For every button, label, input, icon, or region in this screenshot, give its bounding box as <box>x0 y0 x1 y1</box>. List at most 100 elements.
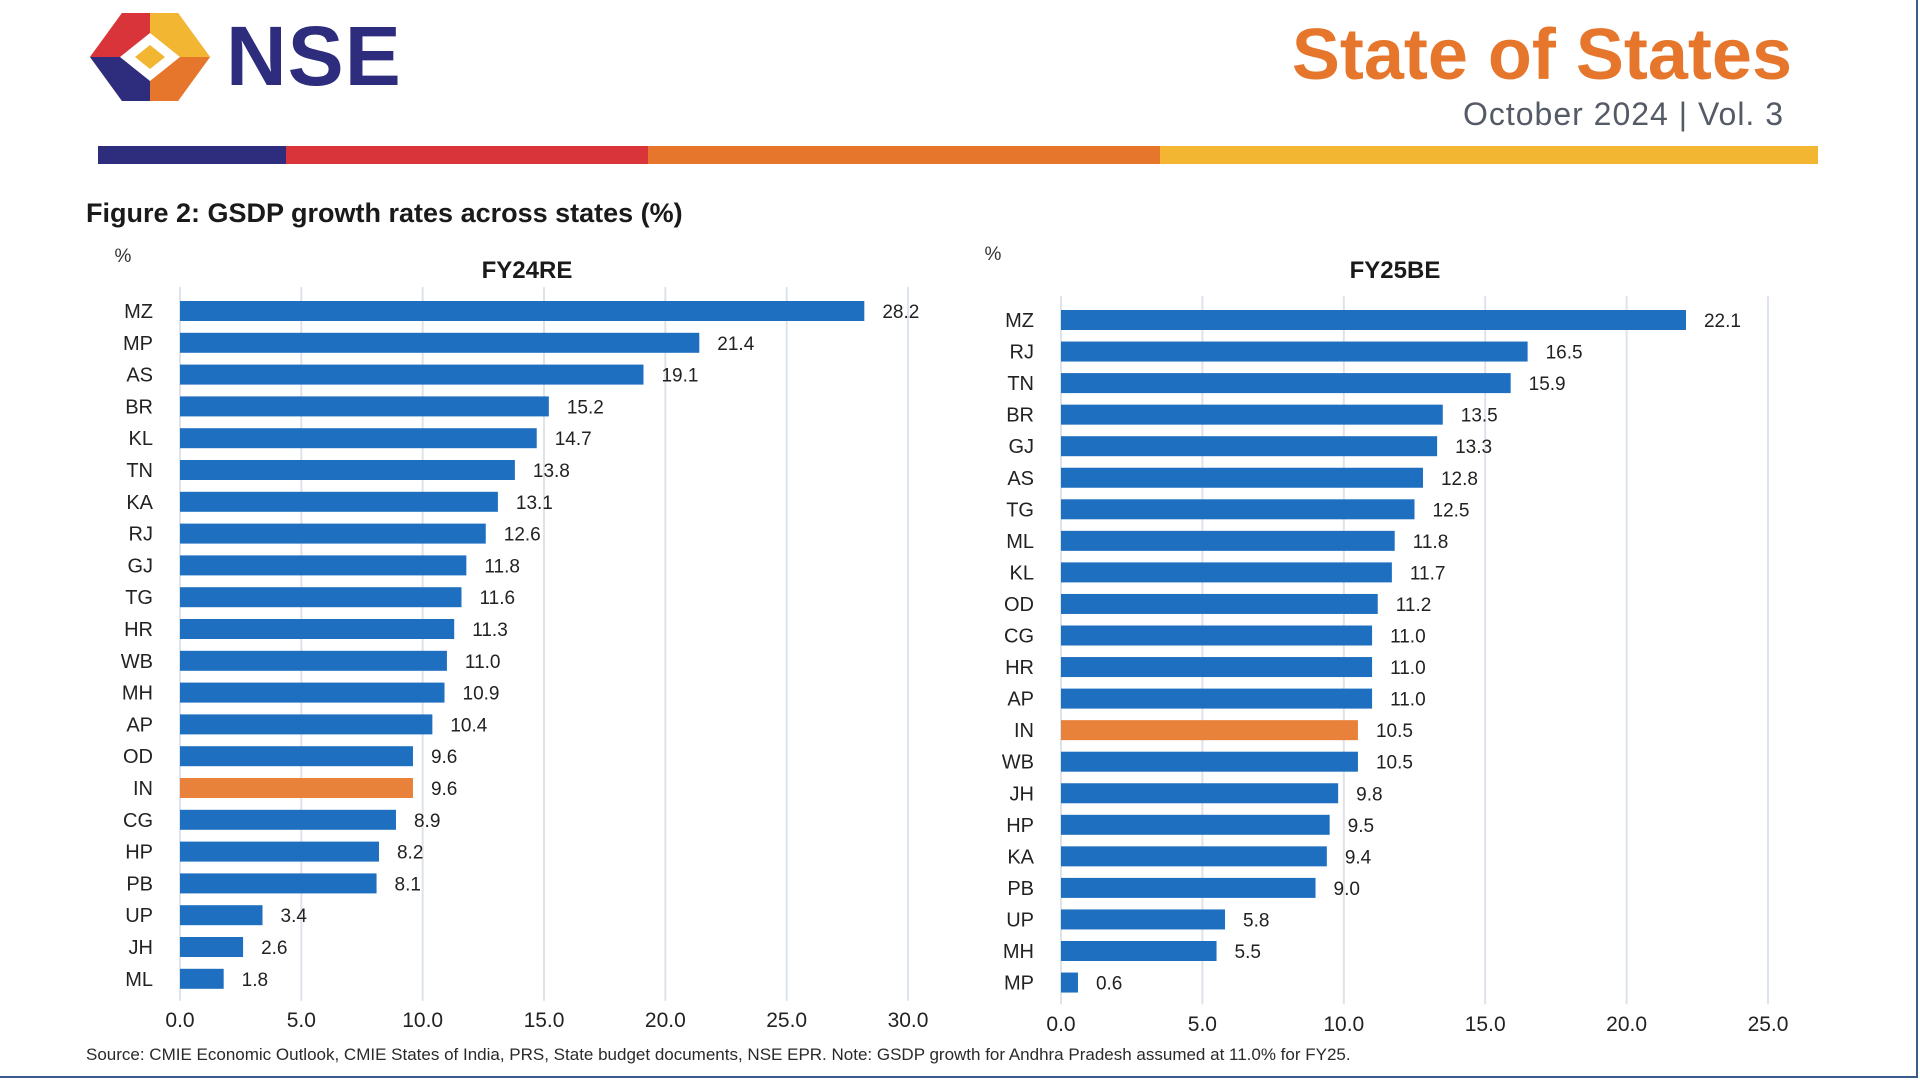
chart-fy25be-value-label: 9.0 <box>1334 879 1360 900</box>
chart-fy25be-bar <box>1061 404 1443 425</box>
logo-text: NSE <box>226 9 402 103</box>
chart-fy24re-category-label: MZ <box>124 301 153 323</box>
chart-fy24re-value-label: 12.6 <box>504 525 541 546</box>
chart-fy24re-bar <box>180 332 700 353</box>
chart-fy24re-x-tick-label: 10.0 <box>402 1009 443 1032</box>
band-segment-red <box>286 146 648 164</box>
chart-fy25be-value-label: 9.4 <box>1345 847 1372 868</box>
chart-fy24re-category-label: JH <box>129 937 153 959</box>
chart-fy24re-value-label: 13.1 <box>516 493 553 514</box>
chart-fy25be-bar <box>1061 783 1339 804</box>
chart-fy24re-unit-label: % <box>115 246 132 267</box>
chart-fy24re-category-label: AP <box>126 714 153 736</box>
chart-fy25be-value-label: 11.2 <box>1396 595 1432 616</box>
nse-logo: NSE <box>88 8 402 105</box>
chart-fy24re-value-label: 13.8 <box>533 461 570 482</box>
report-title: State of States <box>1291 15 1792 95</box>
chart-fy25be-bar <box>1061 657 1373 678</box>
chart-fy24re-value-label: 9.6 <box>431 747 457 768</box>
chart-fy25be-value-label: 10.5 <box>1376 753 1413 774</box>
chart-fy25be-value-label: 9.8 <box>1356 784 1382 805</box>
chart-fy25be-bar <box>1061 972 1078 993</box>
chart-fy25be-category-label: HP <box>1006 815 1034 837</box>
chart-fy24re-title: FY24RE <box>482 257 573 284</box>
chart-fy24re-value-label: 2.6 <box>261 938 287 959</box>
chart-fy25be-value-label: 22.1 <box>1704 311 1741 332</box>
chart-fy25be-bar <box>1061 941 1217 961</box>
chart-fy25be-category-label: ML <box>1006 531 1034 553</box>
chart-fy24re-bar <box>180 873 377 894</box>
chart-fy25be-bar <box>1061 751 1358 772</box>
chart-fy24re-value-label: 10.4 <box>450 715 487 736</box>
report-subtitle: October 2024 | Vol. 3 <box>1462 96 1784 132</box>
chart-fy25be-x-tick-label: 5.0 <box>1188 1013 1217 1036</box>
chart-fy25be-x-tick-label: 15.0 <box>1465 1013 1506 1036</box>
chart-fy25be-bar <box>1061 436 1438 457</box>
chart-fy25be-category-label: JH <box>1010 783 1034 805</box>
chart-fy25be-unit-label: % <box>985 244 1002 265</box>
chart-fy24re-category-label: GJ <box>127 555 153 577</box>
chart-fy24re-category-label: RJ <box>129 524 153 546</box>
source-note: Source: CMIE Economic Outlook, CMIE Stat… <box>86 1045 1351 1064</box>
chart-fy24re-x-tick-label: 15.0 <box>524 1009 565 1032</box>
chart-fy24re-category-label: OD <box>123 746 153 768</box>
chart-fy25be-category-label: HR <box>1005 657 1034 679</box>
figure-title: Figure 2: GSDP growth rates across state… <box>86 198 683 228</box>
chart-fy24re-category-label: MP <box>123 333 153 355</box>
chart-fy25be-category-label: MH <box>1003 941 1034 963</box>
chart-fy25be-value-label: 16.5 <box>1546 343 1583 364</box>
chart-fy24re-category-label: PB <box>126 873 153 895</box>
chart-fy25be-category-label: KL <box>1010 562 1034 584</box>
chart-fy24re-x-tick-label: 30.0 <box>888 1009 929 1032</box>
chart-fy24re-category-label: IN <box>133 778 153 800</box>
chart-fy25be-value-label: 11.8 <box>1413 532 1449 553</box>
chart-fy25be-bar <box>1061 846 1327 867</box>
chart-fy25be-bar <box>1061 310 1686 330</box>
chart-fy25be-category-label: BR <box>1006 405 1034 427</box>
chart-fy24re-bar-highlight <box>180 778 413 798</box>
chart-fy24re-bar <box>180 619 455 639</box>
chart-fy25be-category-label: TN <box>1007 373 1034 395</box>
chart-fy24re-x-tick-label: 5.0 <box>287 1009 316 1032</box>
chart-fy25be-value-label: 0.6 <box>1096 974 1122 995</box>
chart-fy25be-category-label: MZ <box>1005 310 1034 332</box>
chart-fy24re-category-label: ML <box>125 969 153 991</box>
chart-fy24re-value-label: 8.1 <box>395 874 421 895</box>
chart-fy24re-bar <box>180 809 396 830</box>
chart-fy24re-category-label: MH <box>122 683 153 705</box>
chart-fy24re-bar <box>180 968 224 989</box>
chart-fy25be-category-label: KA <box>1007 846 1034 868</box>
chart-fy25be-value-label: 11.0 <box>1390 690 1426 711</box>
chart-fy25be-value-label: 10.5 <box>1376 721 1413 742</box>
chart-fy24re-value-label: 11.8 <box>484 556 520 577</box>
nse-logo-mark-icon <box>90 12 210 101</box>
chart-fy24re-value-label: 3.4 <box>281 906 308 927</box>
chart-fy25be-value-label: 12.8 <box>1441 469 1478 490</box>
chart-fy24re-bar <box>180 491 498 512</box>
chart-fy24re-bar <box>180 364 644 385</box>
chart-fy25be-title: FY25BE <box>1350 257 1441 284</box>
band-segment-indigo <box>98 146 286 164</box>
chart-fy24re-category-label: BR <box>125 396 153 418</box>
band-segment-yellow <box>1160 146 1818 164</box>
chart-fy25be-category-label: RJ <box>1010 342 1034 364</box>
chart-fy25be-bar <box>1061 530 1395 551</box>
chart-fy24re-bar <box>180 682 445 703</box>
chart-fy24re-bar <box>180 396 549 417</box>
chart-fy25be-category-label: AP <box>1007 689 1034 711</box>
chart-fy24re-bar <box>180 714 433 735</box>
chart-fy24re-bar <box>180 555 467 576</box>
chart-fy24re-value-label: 19.1 <box>661 366 698 387</box>
chart-fy24re-bar <box>180 523 486 544</box>
chart-fy24re-bar <box>180 905 263 926</box>
chart-fy25be-value-label: 13.5 <box>1461 406 1498 427</box>
header-color-band <box>98 146 1818 164</box>
chart-fy25be-bar-highlight <box>1061 720 1358 741</box>
chart-fy24re-category-label: KL <box>129 428 153 450</box>
chart-fy24re-bar <box>180 428 537 449</box>
chart-fy25be-value-label: 11.0 <box>1390 658 1426 679</box>
chart-fy25be-bar <box>1061 499 1415 520</box>
band-segment-orange <box>648 146 1160 164</box>
